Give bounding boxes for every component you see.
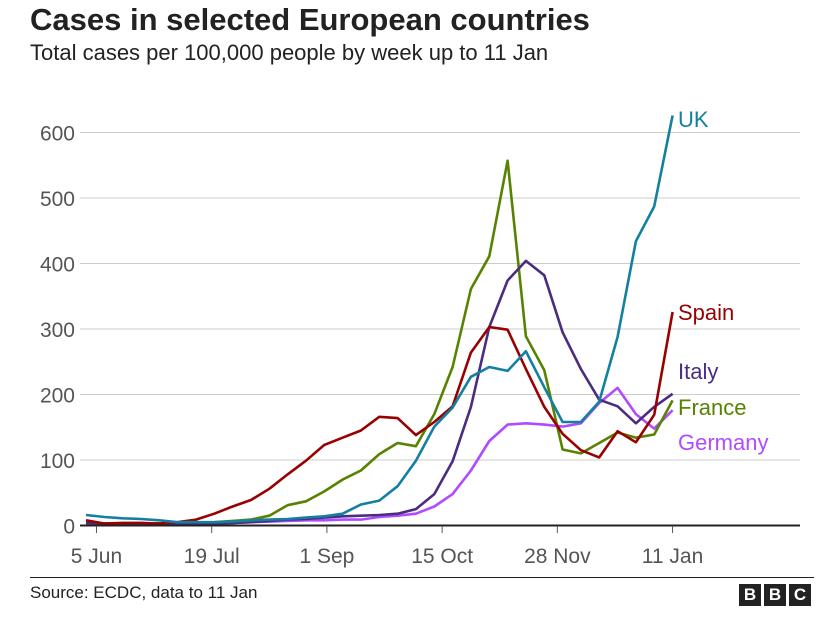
series-label-italy: Italy bbox=[678, 359, 718, 384]
x-tick-label: 11 Jan bbox=[642, 545, 704, 568]
y-axis-ticks: 0 100 200 300 400 500 600 bbox=[40, 123, 75, 539]
series-label-uk: UK bbox=[678, 107, 709, 132]
y-tick-label: 400 bbox=[40, 254, 75, 277]
series-line-france bbox=[86, 159, 674, 525]
x-tick-label: 5 Jun bbox=[71, 545, 122, 568]
series-lines bbox=[85, 115, 674, 526]
series-label-spain: Spain bbox=[678, 300, 734, 325]
y-tick-label: 500 bbox=[40, 188, 75, 211]
x-tick-label: 28 Nov bbox=[524, 545, 591, 568]
series-label-france: France bbox=[678, 395, 746, 420]
x-tick-label: 19 Jul bbox=[184, 545, 240, 568]
y-tick-label: 600 bbox=[40, 123, 75, 146]
x-axis: 5 Jun 19 Jul 1 Sep 15 Oct 28 Nov 11 Jan bbox=[71, 524, 800, 568]
y-tick-label: 100 bbox=[40, 450, 75, 473]
series-line-uk bbox=[85, 115, 674, 524]
x-tick-label: 15 Oct bbox=[411, 545, 473, 568]
x-tick-label: 1 Sep bbox=[299, 545, 354, 568]
source-note: Source: ECDC, data to 11 Jan bbox=[30, 583, 258, 602]
series-label-germany: Germany bbox=[678, 430, 768, 455]
series-labels: Germany France Italy Spain UK bbox=[678, 107, 768, 455]
footer-divider bbox=[30, 577, 814, 578]
chart-title: Cases in selected European countries bbox=[30, 2, 590, 37]
y-tick-label: 200 bbox=[40, 385, 75, 408]
gridlines bbox=[80, 132, 800, 461]
chart-subtitle: Total cases per 100,000 people by week u… bbox=[30, 40, 549, 65]
series-line-germany bbox=[86, 386, 674, 526]
series-line-italy bbox=[85, 259, 674, 525]
y-tick-label: 300 bbox=[40, 319, 75, 342]
y-tick-label: 0 bbox=[63, 516, 75, 539]
